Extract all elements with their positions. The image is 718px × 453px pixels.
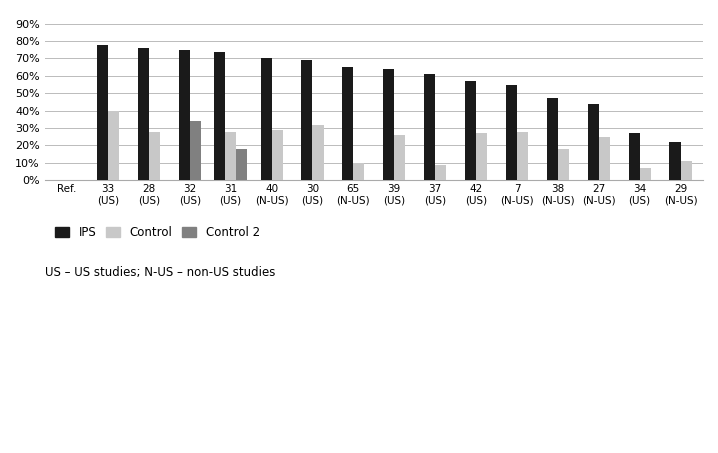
Bar <box>558 149 569 180</box>
Bar <box>506 85 517 180</box>
Bar <box>108 111 119 180</box>
Text: US – US studies; N-US – non-US studies: US – US studies; N-US – non-US studies <box>45 266 275 279</box>
Bar <box>302 60 312 180</box>
Bar <box>628 133 640 180</box>
Legend: IPS, Control, Control 2: IPS, Control, Control 2 <box>50 221 264 244</box>
Bar <box>236 149 247 180</box>
Bar <box>681 161 691 180</box>
Bar <box>312 125 324 180</box>
Bar <box>261 58 271 180</box>
Bar <box>149 131 160 180</box>
Bar <box>97 44 108 180</box>
Bar <box>547 98 558 180</box>
Bar <box>190 121 201 180</box>
Bar <box>214 52 225 180</box>
Bar <box>517 131 528 180</box>
Bar <box>394 135 405 180</box>
Bar <box>669 142 681 180</box>
Bar <box>424 74 435 180</box>
Bar <box>435 164 446 180</box>
Bar <box>138 48 149 180</box>
Bar <box>599 137 610 180</box>
Bar <box>465 81 476 180</box>
Bar <box>225 131 236 180</box>
Bar <box>587 104 599 180</box>
Bar <box>342 67 353 180</box>
Bar <box>179 50 190 180</box>
Bar <box>476 133 487 180</box>
Bar <box>640 168 651 180</box>
Bar <box>271 130 283 180</box>
Bar <box>383 69 394 180</box>
Bar <box>353 163 365 180</box>
